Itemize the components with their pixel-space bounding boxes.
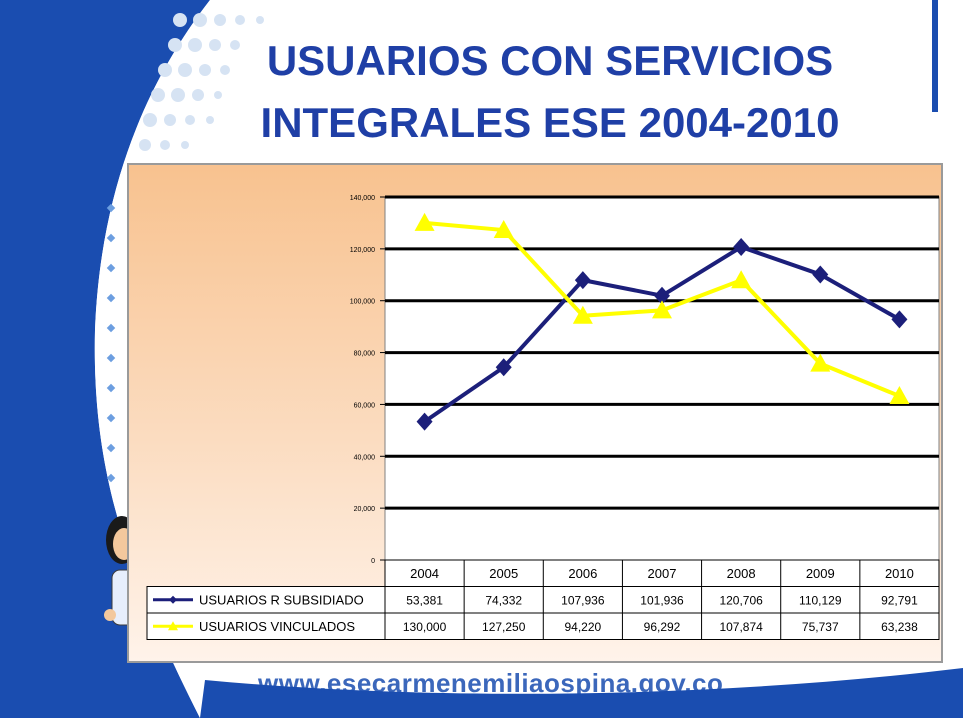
data-label: 53,381	[406, 594, 443, 608]
data-label: 74,332	[485, 594, 522, 608]
y-tick-label: 60,000	[354, 402, 376, 409]
title-line-1: USUARIOS CON SERVICIOS	[266, 37, 834, 84]
data-label: 127,250	[482, 620, 526, 634]
legend-key-marker	[169, 595, 177, 604]
data-label: 94,220	[565, 620, 602, 634]
category-label: 2004	[410, 566, 439, 581]
data-point-triangle	[652, 300, 672, 319]
legend-key-marker	[168, 621, 178, 631]
blue-swoosh-left	[0, 0, 210, 718]
category-label: 2007	[648, 566, 677, 581]
data-label: 96,292	[644, 620, 681, 634]
data-label: 63,238	[881, 620, 918, 634]
y-tick-label: 100,000	[350, 299, 375, 306]
footer-url: www.esecarmenemiliaospina.gov.co	[258, 668, 724, 698]
blue-band-bottom	[200, 668, 963, 718]
y-tick-label: 0	[371, 558, 375, 565]
data-label: 107,936	[561, 594, 605, 608]
data-label: 130,000	[403, 620, 447, 634]
y-tick-label: 140,000	[350, 195, 375, 202]
data-point-diamond	[495, 358, 512, 377]
data-point-diamond	[891, 310, 908, 329]
data-point-diamond	[654, 286, 670, 305]
y-tick-label: 80,000	[354, 351, 376, 358]
data-label: 120,706	[719, 594, 763, 608]
title-line-2: INTEGRALES ESE 2004-2010	[260, 99, 840, 146]
data-label: 92,791	[881, 594, 918, 608]
data-point-diamond	[416, 412, 433, 431]
diamond-pattern	[106, 203, 116, 483]
category-label: 2009	[806, 566, 835, 581]
data-label: 75,737	[802, 620, 839, 634]
y-tick-label: 40,000	[354, 454, 376, 461]
data-point-triangle	[572, 305, 593, 324]
data-label: 107,874	[719, 620, 763, 634]
data-point-diamond	[574, 271, 591, 290]
series-name: USUARIOS VINCULADOS	[199, 619, 355, 634]
data-point-triangle	[414, 212, 435, 231]
data-point-diamond	[733, 238, 750, 257]
chart-frame: 0 20,000 40,000 60,000 80,000 100,000 120,000 1…	[127, 163, 943, 663]
y-tick-label: 120,000	[350, 247, 375, 254]
data-label: 101,936	[640, 594, 684, 608]
category-label: 2010	[885, 566, 914, 581]
blue-bar-right	[932, 0, 938, 112]
data-label: 110,129	[799, 594, 842, 608]
page-title: USUARIOS CON SERVICIOS INTEGRALES ESE 20…	[200, 30, 900, 154]
data-point-diamond	[812, 265, 829, 284]
dot-pattern	[139, 13, 264, 151]
data-point-triangle	[731, 270, 752, 289]
plot-area	[384, 196, 940, 561]
data-point-triangle	[889, 386, 910, 405]
series-name: USUARIOS R SUBSIDIADO	[199, 593, 364, 608]
category-label: 2008	[727, 566, 756, 581]
line-chart: 0 20,000 40,000 60,000 80,000 100,000 120,000 1…	[146, 195, 940, 640]
data-point-triangle	[493, 220, 514, 239]
category-label: 2006	[568, 566, 597, 581]
y-tick-label: 20,000	[354, 506, 376, 513]
data-point-triangle	[810, 353, 831, 372]
category-label: 2005	[489, 566, 518, 581]
